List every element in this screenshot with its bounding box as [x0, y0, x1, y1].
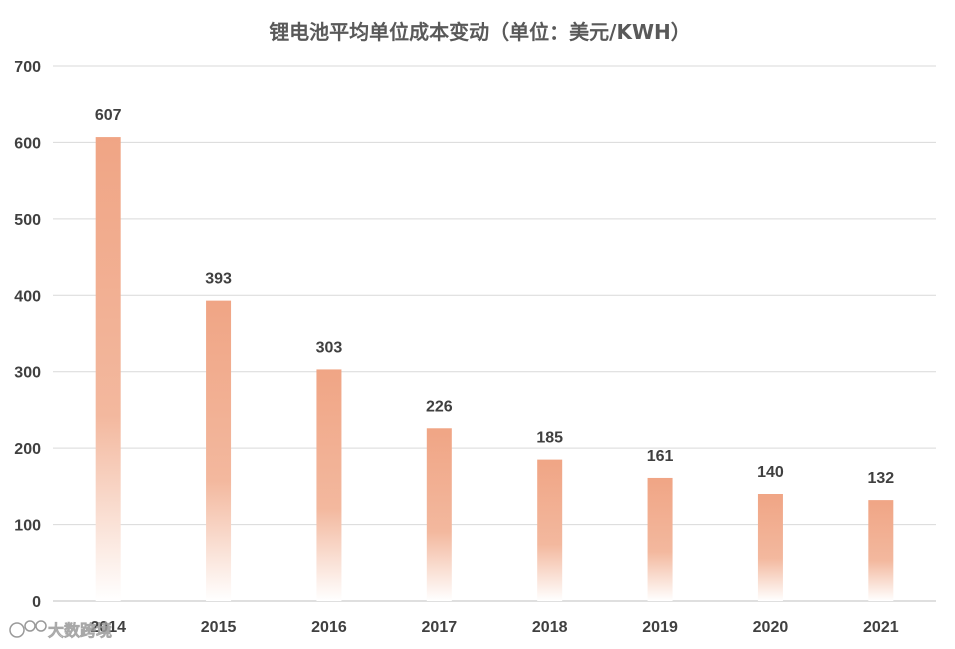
- x-tick-label: 2021: [863, 619, 899, 636]
- chart-title: 锂电池平均单位成本变动（单位：美元/KWH）: [269, 20, 691, 44]
- x-tick-label: 2015: [201, 619, 237, 636]
- data-label-2020: 140: [757, 464, 784, 481]
- bars: [95, 137, 894, 602]
- gridlines: [53, 65, 936, 602]
- watermark-logo-icon: [9, 620, 47, 638]
- watermark-text: 大数跨境: [48, 621, 112, 640]
- data-label-2017: 226: [426, 398, 453, 415]
- y-tick-label: 700: [14, 59, 41, 76]
- y-tick-label: 0: [32, 594, 41, 611]
- x-tick-label: 2017: [422, 619, 458, 636]
- x-tick-label: 2014: [90, 619, 126, 636]
- x-tick-label: 2020: [753, 619, 789, 636]
- y-tick-label: 300: [14, 365, 41, 382]
- bar-2018: [537, 459, 563, 601]
- y-tick-label: 500: [14, 212, 41, 229]
- y-tick-label: 600: [14, 135, 41, 152]
- data-label-2015: 393: [205, 271, 232, 288]
- bar-2014: [95, 137, 121, 602]
- y-tick-label: 200: [14, 441, 41, 458]
- bar-2019: [647, 477, 673, 601]
- watermark: 大数跨境: [9, 620, 112, 640]
- data-label-2019: 161: [647, 448, 674, 465]
- x-tick-label: 2018: [532, 619, 568, 636]
- bar-2020: [757, 494, 783, 601]
- data-label-2014: 607: [95, 107, 122, 124]
- x-tick-label: 2019: [642, 619, 678, 636]
- data-label-2018: 185: [536, 430, 563, 447]
- data-labels: 607 393 303 226 185 161 140 132: [95, 107, 894, 487]
- data-label-2021: 132: [867, 470, 894, 487]
- bar-2017: [426, 428, 452, 601]
- bar-2015: [206, 300, 232, 601]
- bar-2021: [868, 500, 894, 601]
- y-tick-label: 400: [14, 288, 41, 305]
- y-axis-ticks: 0 100 200 300 400 500 600 700: [14, 59, 41, 611]
- x-tick-label: 2016: [311, 619, 347, 636]
- data-label-2016: 303: [316, 339, 343, 356]
- y-tick-label: 100: [14, 518, 41, 535]
- bar-2016: [316, 369, 342, 601]
- x-axis-ticks: 2014 2015 2016 2017 2018 2019 2020 2021: [90, 619, 898, 636]
